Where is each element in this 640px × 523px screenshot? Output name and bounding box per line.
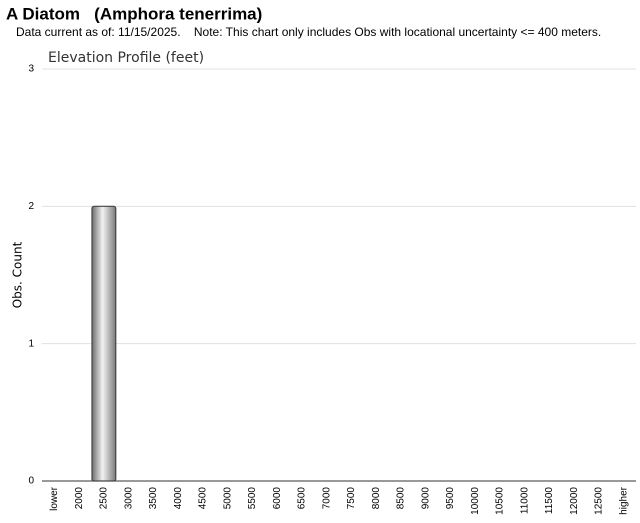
y-tick-label: 2	[28, 201, 34, 212]
x-tick-label: higher	[618, 486, 629, 514]
chart-title: Elevation Profile (feet)	[48, 50, 204, 66]
y-tick-label: 0	[28, 476, 34, 487]
x-tick-label: 4000	[173, 487, 184, 510]
x-tick-label: 10500	[495, 487, 506, 515]
x-tick-label: 8000	[371, 487, 382, 510]
x-tick-label: 11500	[544, 487, 555, 515]
x-tick-label: 2500	[99, 487, 110, 510]
title: A Diatom (Amphora tenerrima)	[6, 4, 262, 23]
x-tick-label: 2000	[74, 487, 85, 510]
x-tick-label: lower	[49, 486, 60, 511]
x-tick-label: 9500	[445, 487, 456, 510]
x-tick-label: 10000	[470, 487, 481, 515]
x-tick-label: 11000	[519, 487, 530, 515]
bar	[91, 205, 117, 482]
x-tick-label: 12000	[569, 487, 580, 515]
x-tick-label: 3000	[123, 487, 134, 510]
subtitle: Data current as of: 11/15/2025. Note: Th…	[16, 25, 601, 39]
x-tick-label: 4500	[198, 487, 209, 510]
x-tick-label: 3500	[148, 487, 159, 510]
y-tick-label: 1	[28, 338, 34, 349]
x-tick-label: 7500	[346, 487, 357, 510]
x-tick-label: 8500	[396, 487, 407, 510]
x-tick-label: 6500	[297, 487, 308, 510]
y-tick-label: 3	[28, 64, 34, 75]
x-tick-label: 9000	[420, 487, 431, 510]
x-tick-label: 6000	[272, 487, 283, 510]
x-tick-label: 5000	[222, 487, 233, 510]
x-tick-label: 7000	[321, 487, 332, 510]
x-tick-label: 5500	[247, 487, 258, 510]
y-axis-label: Obs. Count	[11, 241, 25, 308]
x-tick-label: 12500	[594, 487, 605, 515]
